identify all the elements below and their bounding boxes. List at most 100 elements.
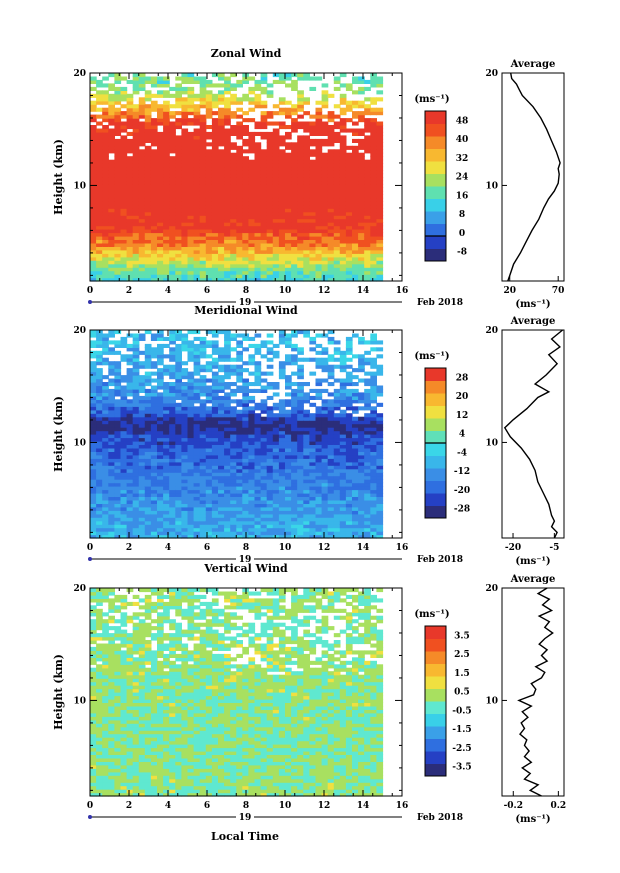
heatmap-cell [157, 270, 164, 275]
heatmap-cell [224, 375, 231, 380]
heatmap-cell [242, 118, 249, 123]
heatmap-cell [345, 107, 353, 112]
heatmap-cell [358, 364, 365, 369]
heatmap-cell [193, 399, 201, 404]
heatmap-cell [187, 472, 195, 477]
heatmap-cell [333, 170, 341, 175]
heatmap-cell [333, 104, 341, 109]
heatmap-cell [157, 343, 164, 348]
heatmap-cell [285, 440, 292, 445]
heatmap-cell [224, 152, 231, 157]
heatmap-cell [303, 527, 310, 532]
heatmap-cell [327, 482, 335, 487]
heatmap-cell [114, 97, 122, 102]
heatmap-cell [144, 159, 152, 164]
heatmap-cell [193, 406, 201, 411]
heatmap-cell [211, 440, 219, 445]
heatmap-cell [364, 180, 371, 185]
heatmap-cell [96, 430, 103, 435]
heatmap-cell [96, 395, 103, 400]
heatmap-cell [114, 343, 122, 348]
heatmap-cell [352, 208, 359, 213]
heatmap-cell [218, 180, 225, 185]
heatmap-cell [205, 232, 213, 237]
heatmap-cell [224, 513, 231, 518]
heatmap-cell [230, 166, 237, 171]
heatmap-cell [364, 506, 371, 511]
heatmap-cell [114, 330, 122, 335]
heatmap-cell [333, 489, 341, 494]
heatmap-cell [138, 274, 146, 279]
heatmap-cell [132, 382, 140, 387]
heatmap-cell [303, 510, 310, 515]
heatmap-cell [309, 256, 317, 261]
heatmap-cell [181, 534, 189, 539]
heatmap-cell [144, 246, 152, 251]
heatmap-cell [291, 270, 298, 275]
heatmap-cell [169, 531, 176, 536]
heatmap-cell [157, 371, 164, 376]
heatmap-cell [163, 395, 170, 400]
heatmap-cell [352, 249, 359, 254]
heatmap-cell [199, 100, 207, 105]
heatmap-cell [132, 492, 140, 497]
heatmap-cell [163, 194, 170, 199]
heatmap-cell [376, 215, 384, 220]
heatmap-cell [309, 76, 317, 81]
heatmap-cell [187, 263, 195, 268]
heatmap-cell [90, 475, 97, 480]
heatmap-cell [114, 79, 122, 84]
heatmap-cell [150, 371, 158, 376]
heatmap-cell [102, 270, 109, 275]
heatmap-cell [144, 440, 152, 445]
panel-title: Zonal Wind [211, 47, 282, 60]
heatmap-cell [90, 131, 97, 136]
heatmap-cell [352, 461, 359, 466]
heatmap-cell [175, 499, 182, 504]
heatmap-cell [260, 277, 268, 282]
heatmap-cell [358, 246, 365, 251]
heatmap-cell [181, 520, 189, 525]
heatmap-cell [327, 170, 335, 175]
heatmap-cell [291, 492, 298, 497]
heatmap-cell [144, 513, 152, 518]
heatmap-cell [175, 125, 182, 130]
heatmap-cell [211, 330, 219, 335]
heatmap-cell [102, 138, 109, 143]
heatmap-cell [90, 79, 97, 84]
heatmap-cell [96, 267, 103, 272]
heatmap-cell [278, 235, 286, 240]
heatmap-cell [309, 260, 317, 265]
heatmap-cell [224, 392, 231, 397]
heatmap-cell [138, 333, 146, 338]
heatmap-cell [187, 215, 195, 220]
heatmap-cell [205, 472, 213, 477]
heatmap-cell [157, 489, 164, 494]
heatmap-cell [218, 235, 225, 240]
heatmap-cell [297, 416, 304, 421]
heatmap-cell [248, 100, 256, 105]
heatmap-cell [327, 499, 335, 504]
heatmap-cell [199, 444, 207, 449]
heatmap-cell [126, 371, 134, 376]
heatmap-cell [260, 399, 268, 404]
heatmap-cell [120, 208, 128, 213]
heatmap-cell [144, 107, 152, 112]
heatmap-cell [193, 475, 201, 480]
heatmap-cell [144, 249, 152, 254]
heatmap-cell [218, 93, 225, 98]
heatmap-cell [114, 382, 122, 387]
heatmap-cell [157, 211, 164, 216]
heatmap-cell [120, 246, 128, 251]
heatmap-cell [163, 111, 170, 116]
heatmap-cell [211, 197, 219, 202]
heatmap-cell [339, 454, 347, 459]
heatmap-cell [211, 104, 219, 109]
heatmap-cell [138, 180, 146, 185]
heatmap-cell [272, 489, 280, 494]
heatmap-cell [230, 492, 237, 497]
heatmap-cell [144, 166, 152, 171]
heatmap-cell [309, 128, 317, 133]
heatmap-cell [230, 173, 237, 178]
heatmap-cell [242, 197, 249, 202]
